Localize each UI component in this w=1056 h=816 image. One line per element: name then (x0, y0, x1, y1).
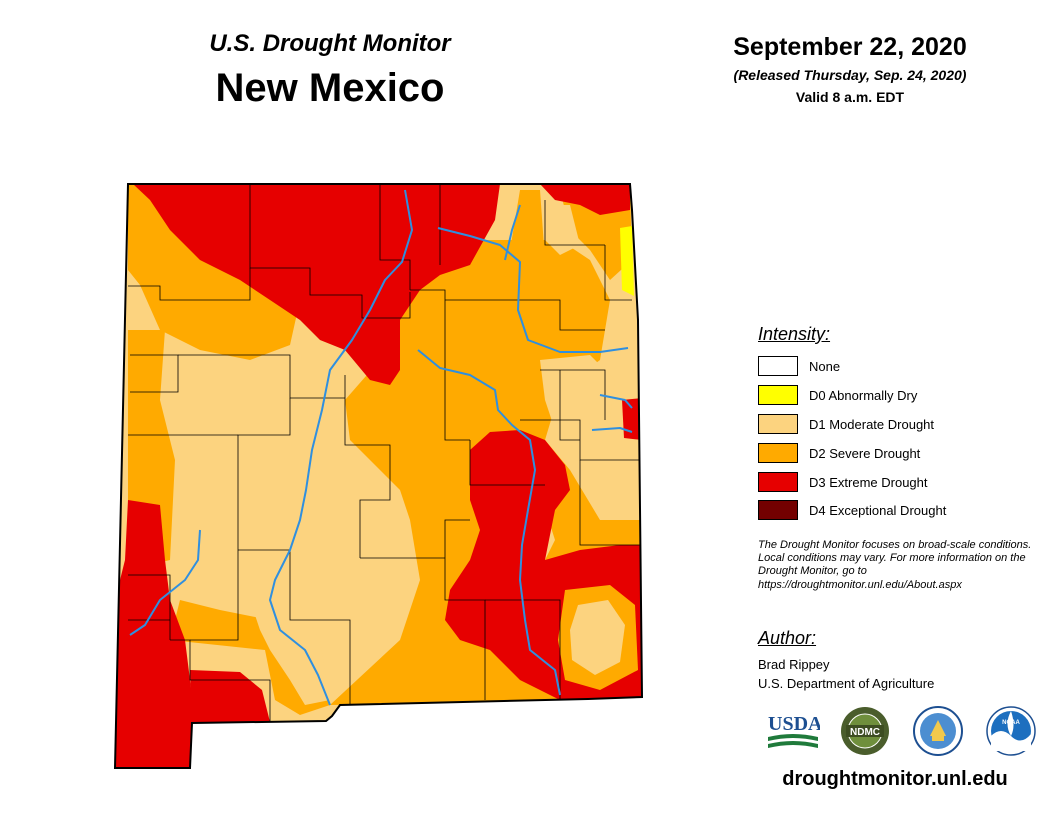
legend-label: D3 Extreme Drought (809, 474, 928, 490)
map-title: New Mexico (215, 66, 445, 110)
area-d3 (190, 670, 270, 723)
legend-item-d2: D2 Severe Drought (758, 442, 920, 464)
ndmc-logo-text: NDMC (850, 727, 880, 738)
legend-swatch (758, 414, 798, 434)
author-heading: Author: (758, 628, 817, 648)
usda-logo-text: USDA (768, 713, 820, 735)
area-d3 (133, 184, 500, 385)
legend-label: D4 Exceptional Drought (809, 502, 947, 518)
valid-time: Valid 8 a.m. EDT (795, 89, 905, 105)
release-date: (Released Thursday, Sep. 24, 2020) (733, 67, 967, 83)
usda-logo: USDA (768, 713, 820, 748)
state-outline (113, 183, 644, 769)
author-organization: U.S. Department of Agriculture (758, 676, 935, 691)
legend-item-none: None (758, 355, 840, 377)
rivers (129, 189, 633, 706)
area-d3 (540, 184, 630, 215)
footer-url[interactable]: droughtmonitor.unl.edu (782, 768, 1008, 790)
area-d1 (540, 355, 615, 440)
legend-item-d3: D3 Extreme Drought (758, 471, 928, 493)
noaa-logo: NOAA (986, 706, 1036, 756)
legend-swatch (758, 385, 798, 405)
legend-swatch (758, 356, 798, 376)
legend-swatch (758, 472, 798, 492)
legend-label: D1 Moderate Drought (809, 416, 935, 432)
drought-map (113, 183, 644, 769)
legend-label: D2 Severe Drought (809, 445, 921, 461)
author-name: Brad Rippey (758, 657, 830, 672)
county-boundaries (128, 184, 640, 722)
disclaimer-note: The Drought Monitor focuses on broad-sca… (758, 539, 1032, 591)
area-d0 (620, 226, 634, 296)
area-d2 (170, 600, 330, 715)
area-d1 (570, 600, 625, 675)
doc-seal-icon (913, 706, 963, 756)
legend-label: D0 Abnormally Dry (809, 387, 918, 403)
legend-swatch (758, 500, 798, 520)
area-d1 (250, 600, 330, 705)
map-date: September 22, 2020 (733, 33, 967, 61)
legend-label: None (809, 358, 841, 374)
area-d2 (510, 190, 560, 295)
legend-item-d4: D4 Exceptional Drought (758, 499, 946, 521)
map-subtitle: U.S. Drought Monitor (209, 30, 451, 57)
noaa-logo-text: NOAA (1002, 720, 1020, 726)
ndmc-logo: NDMC (841, 707, 889, 755)
area-d1 (545, 205, 580, 255)
legend-item-d0: D0 Abnormally Dry (758, 384, 917, 406)
legend-item-d1: D1 Moderate Drought (758, 413, 934, 435)
drought-areas (115, 184, 642, 768)
legend-title: Intensity: (758, 324, 831, 344)
legend-swatch (758, 443, 798, 463)
area-d3 (115, 500, 195, 768)
